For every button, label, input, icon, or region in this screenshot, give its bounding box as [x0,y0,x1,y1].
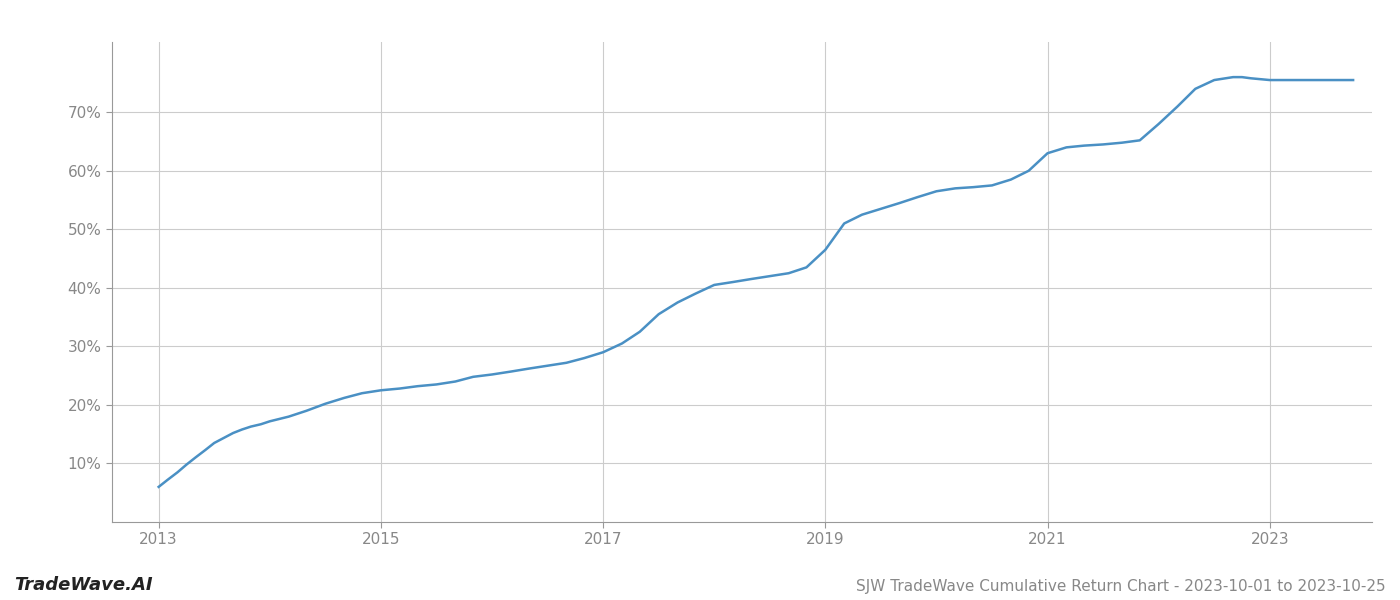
Text: TradeWave.AI: TradeWave.AI [14,576,153,594]
Text: SJW TradeWave Cumulative Return Chart - 2023-10-01 to 2023-10-25: SJW TradeWave Cumulative Return Chart - … [857,579,1386,594]
